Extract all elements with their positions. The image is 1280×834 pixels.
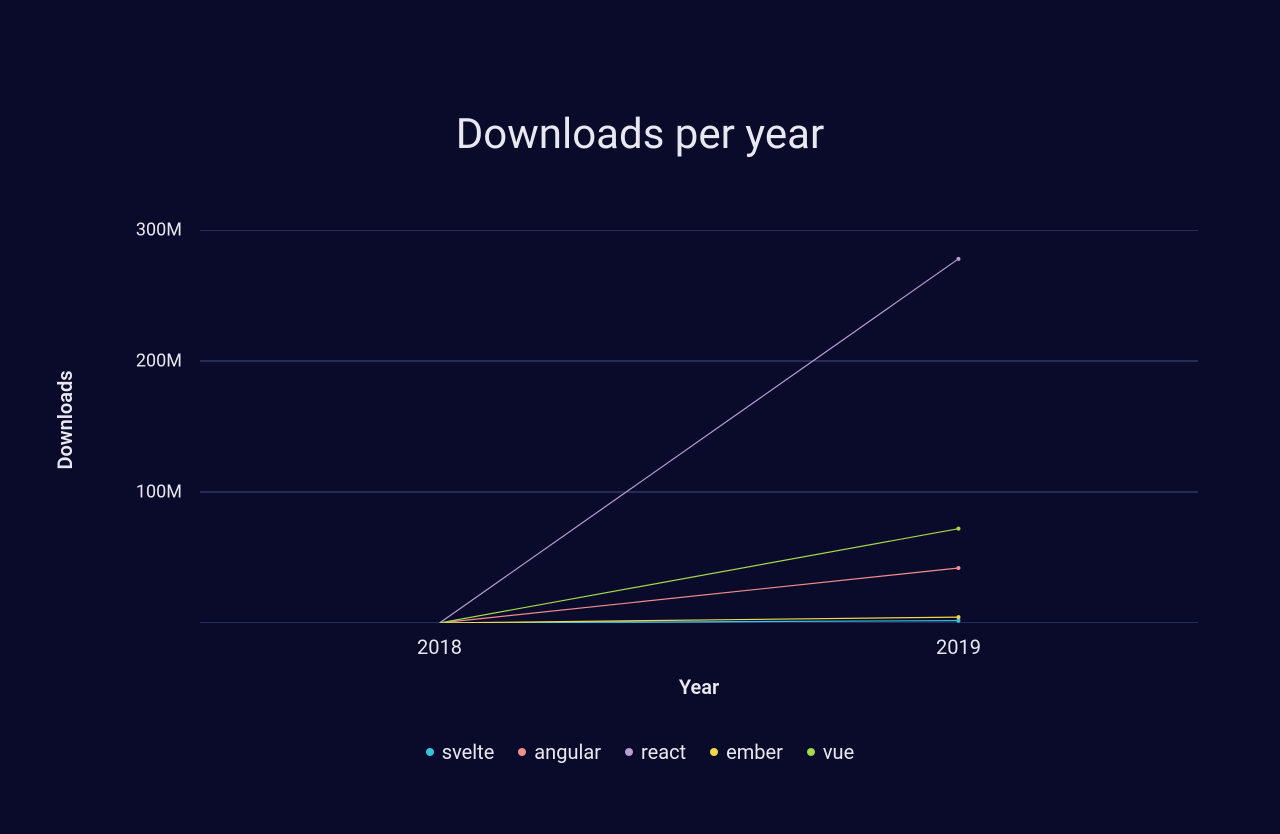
legend-label: ember [726,740,783,764]
x-tick-label: 2018 [417,635,462,659]
legend-dot-icon [625,748,633,756]
y-axis-label: Downloads [53,370,77,469]
chart-title: Downloads per year [0,110,1280,159]
legend-item-ember: ember [710,740,783,764]
y-tick-label: 300M [136,220,182,241]
legend-dot-icon [807,748,815,756]
y-tick-label: 200M [136,351,182,372]
legend-item-svelte: svelte [426,740,495,764]
legend-dot-icon [710,748,718,756]
plot-area [200,230,1198,623]
legend-item-react: react [625,740,686,764]
legend-item-angular: angular [518,740,601,764]
chart-container: { "chart": { "type": "line", "title": "D… [0,0,1280,834]
legend-dot-icon [426,748,434,756]
legend-label: vue [823,740,854,764]
legend-label: svelte [442,740,495,764]
legend-dot-icon [518,748,526,756]
y-tick-label: 100M [136,482,182,503]
legend: svelte angular react ember vue [0,740,1280,764]
legend-label: angular [534,740,601,764]
x-axis-label: Year [679,675,719,699]
legend-label: react [641,740,686,764]
legend-item-vue: vue [807,740,854,764]
x-tick-label: 2019 [936,635,981,659]
